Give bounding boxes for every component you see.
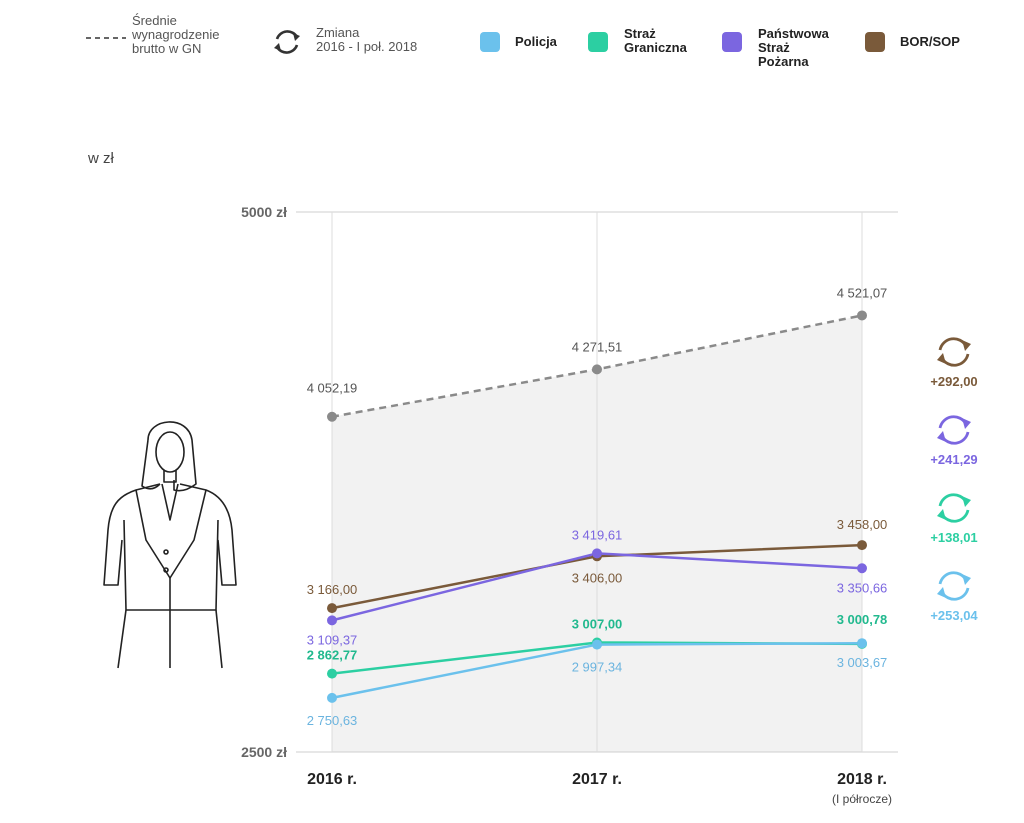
data-point <box>592 548 602 559</box>
change-icon-arrow <box>962 574 971 585</box>
change-icon-arrow <box>937 509 946 520</box>
data-label: 3 007,00 <box>572 616 623 631</box>
y-tick-label: 2500 zł <box>241 744 287 760</box>
straz-graniczna-swatch <box>588 32 608 52</box>
x-tick-sublabel: (I półrocze) <box>832 792 892 806</box>
bor-sop-swatch <box>865 32 885 52</box>
data-label: 3 458,00 <box>837 517 888 532</box>
change-icon-arc <box>940 353 970 367</box>
data-label: 2 997,34 <box>572 660 623 675</box>
change-icon-arrow <box>937 431 946 442</box>
data-label: 3 406,00 <box>572 570 623 585</box>
data-point <box>327 615 337 626</box>
data-point <box>857 310 867 321</box>
psp-swatch <box>722 32 742 52</box>
data-label: 3 166,00 <box>307 582 358 597</box>
woman-illustration <box>103 421 237 669</box>
data-point <box>327 603 337 614</box>
change-value-label: +138,01 <box>930 530 977 545</box>
change-value-label: +241,29 <box>930 452 977 467</box>
change-icon-arc <box>938 571 968 585</box>
data-point <box>857 540 867 551</box>
refresh-icon <box>274 30 300 54</box>
data-point <box>327 411 337 422</box>
policja-swatch <box>480 32 500 52</box>
data-point <box>592 639 602 650</box>
legend-policja-label: Policja <box>515 34 557 49</box>
change-icon-arrow <box>962 340 971 351</box>
change-value-label: +253,04 <box>930 608 978 623</box>
change-icon-arc <box>938 493 968 507</box>
data-label: 4 271,51 <box>572 339 623 354</box>
legend-straz-graniczna-label: Straż Graniczna <box>624 26 687 55</box>
unit-label: w zł <box>88 150 114 167</box>
change-icon-arc <box>940 587 970 601</box>
change-icon-arrow <box>962 496 971 507</box>
change-icon-arc <box>938 337 968 351</box>
change-icon-arrow <box>937 353 946 364</box>
data-label: 3 109,37 <box>307 632 358 647</box>
data-point <box>327 692 337 703</box>
y-tick-label: 5000 zł <box>241 204 287 220</box>
data-label: 4 052,19 <box>307 381 358 396</box>
change-icon-arc <box>940 431 970 445</box>
data-label: 4 521,07 <box>837 285 888 300</box>
data-label: 2 862,77 <box>307 648 358 663</box>
x-tick-label: 2017 r. <box>572 771 622 788</box>
legend-avg-label: Średnie wynagrodzenie brutto w GN <box>132 13 220 56</box>
legend-psp-label: Państwowa Straż Pożarna <box>758 26 829 69</box>
change-value-label: +292,00 <box>930 374 977 389</box>
x-tick-label: 2018 r. <box>837 771 887 788</box>
x-tick-label: 2016 r. <box>307 771 357 788</box>
change-icon-arc <box>940 509 970 523</box>
change-icon-arrow <box>937 587 946 598</box>
data-label: 3 003,67 <box>837 655 888 670</box>
data-label: 3 350,66 <box>837 580 888 595</box>
legend-bor-sop-label: BOR/SOP <box>900 34 960 49</box>
legend: Średnie wynagrodzenie brutto w GN Zmiana… <box>0 0 1024 90</box>
data-point <box>327 668 337 679</box>
change-icon-arrow <box>962 418 971 429</box>
data-point <box>857 638 867 649</box>
data-point <box>857 563 867 574</box>
data-label: 3 000,78 <box>837 612 888 627</box>
legend-change-label: Zmiana 2016 - I poł. 2018 <box>316 25 418 54</box>
data-label: 2 750,63 <box>307 713 358 728</box>
change-icon-arc <box>938 415 968 429</box>
data-point <box>592 364 602 375</box>
dashed-line-icon <box>86 37 126 39</box>
data-label: 3 419,61 <box>572 527 623 542</box>
